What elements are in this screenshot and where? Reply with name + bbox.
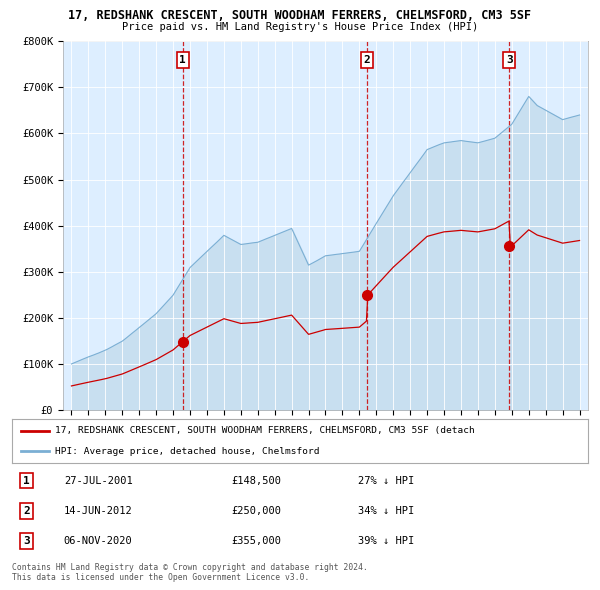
Text: 3: 3 [506,55,512,65]
Text: 17, REDSHANK CRESCENT, SOUTH WOODHAM FERRERS, CHELMSFORD, CM3 5SF (detach: 17, REDSHANK CRESCENT, SOUTH WOODHAM FER… [55,427,475,435]
Text: £148,500: £148,500 [231,476,281,486]
Text: 2: 2 [23,506,30,516]
Text: £250,000: £250,000 [231,506,281,516]
Text: £355,000: £355,000 [231,536,281,546]
Text: 27% ↓ HPI: 27% ↓ HPI [358,476,414,486]
Text: 2: 2 [364,55,370,65]
Text: Contains HM Land Registry data © Crown copyright and database right 2024.
This d: Contains HM Land Registry data © Crown c… [12,563,368,582]
Text: HPI: Average price, detached house, Chelmsford: HPI: Average price, detached house, Chel… [55,447,320,455]
Text: 17, REDSHANK CRESCENT, SOUTH WOODHAM FERRERS, CHELMSFORD, CM3 5SF: 17, REDSHANK CRESCENT, SOUTH WOODHAM FER… [68,9,532,22]
Text: 39% ↓ HPI: 39% ↓ HPI [358,536,414,546]
Text: 1: 1 [23,476,30,486]
Text: 3: 3 [23,536,30,546]
Text: 14-JUN-2012: 14-JUN-2012 [64,506,133,516]
Text: 1: 1 [179,55,186,65]
Text: 06-NOV-2020: 06-NOV-2020 [64,536,133,546]
Text: 27-JUL-2001: 27-JUL-2001 [64,476,133,486]
Text: 34% ↓ HPI: 34% ↓ HPI [358,506,414,516]
Text: Price paid vs. HM Land Registry's House Price Index (HPI): Price paid vs. HM Land Registry's House … [122,22,478,32]
